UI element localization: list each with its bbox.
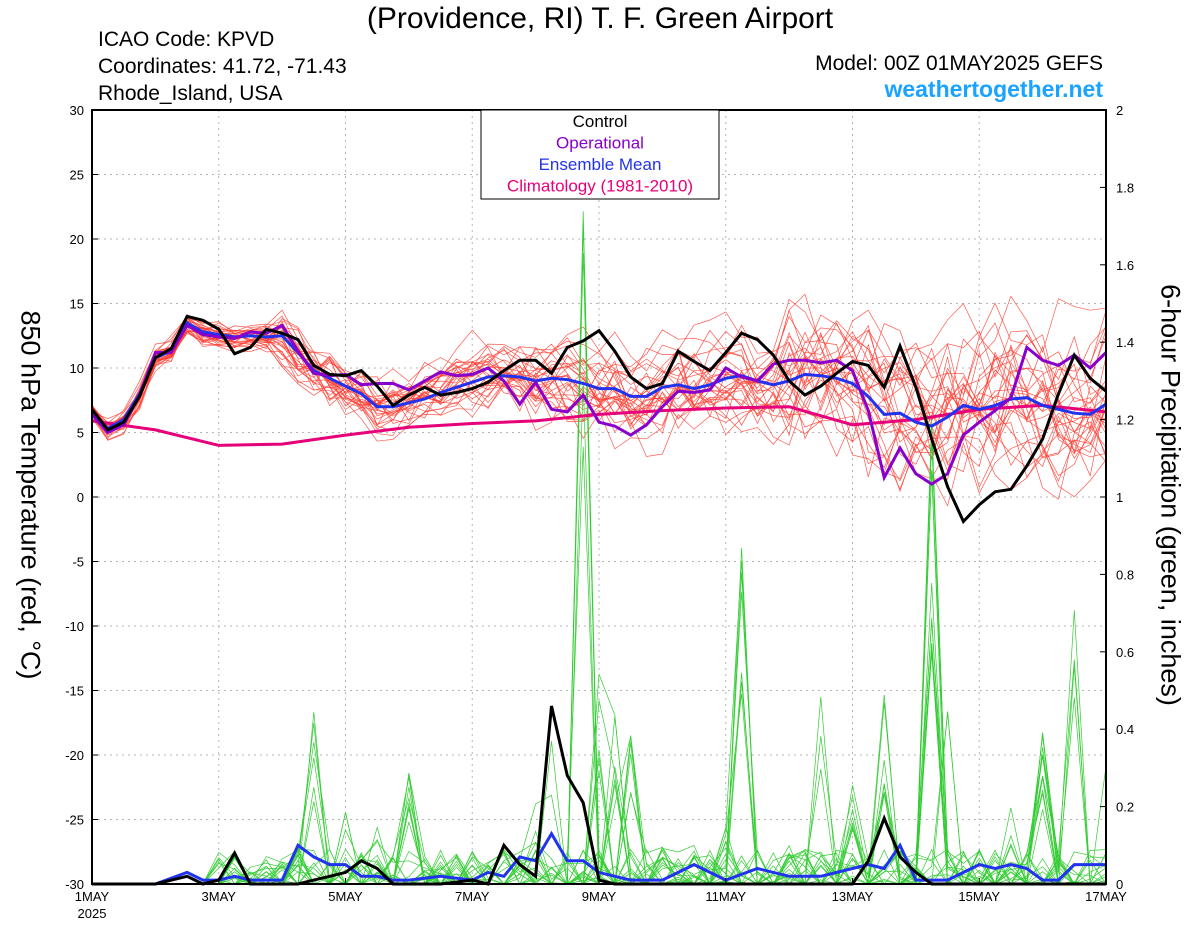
y-tick-label: -30 xyxy=(65,877,84,892)
y-tick-label: 5 xyxy=(77,426,84,441)
x-tick-label: 11MAY xyxy=(705,889,746,904)
y-tick-label: -15 xyxy=(65,684,84,699)
x-tick-sublabel: 2025 xyxy=(78,906,107,921)
region: Rhode_Island, USA xyxy=(98,82,283,105)
x-tick-label: 3MAY xyxy=(202,889,237,904)
control-precipitation-line xyxy=(92,705,1106,886)
main-series xyxy=(90,314,1108,886)
y2-tick-label: 1.6 xyxy=(1116,258,1134,273)
operational-temperature-line xyxy=(90,323,1108,486)
ensemble-member-precipitation-line xyxy=(92,672,1106,885)
y2-tick-label: 2 xyxy=(1116,103,1123,118)
model-run: Model: 00Z 01MAY2025 GEFS xyxy=(815,52,1103,75)
x-tick-label: 7MAY xyxy=(455,889,490,904)
x-tick-label: 17MAY xyxy=(1085,889,1127,904)
ensemble-member-precipitation-line xyxy=(92,582,1107,886)
icao-code: ICAO Code: KPVD xyxy=(98,28,275,51)
ensemble-member-temperature-line xyxy=(91,310,1107,423)
legend-box xyxy=(480,109,720,200)
y-tick-label: 25 xyxy=(70,168,84,183)
y2-tick-label: 1.2 xyxy=(1116,413,1134,428)
coordinates: Coordinates: 41.72, -71.43 xyxy=(98,55,347,78)
ensemble-member-temperature-line xyxy=(91,298,1107,458)
ensemble-member-temperature-line xyxy=(91,309,1107,446)
ensemble-member-temperature-line xyxy=(91,309,1107,459)
legend-item: Ensemble Mean xyxy=(539,155,662,174)
ensemble-member-precipitation-line xyxy=(92,591,1106,885)
x-tick-label: 9MAY xyxy=(582,889,617,904)
x-tick-label: 5MAY xyxy=(328,889,363,904)
ensemble-member-temperature-line xyxy=(91,329,1107,468)
site-link[interactable]: weathertogether.net xyxy=(884,76,1103,102)
y2-tick-label: 0.2 xyxy=(1116,800,1134,815)
legend-item: Climatology (1981-2010) xyxy=(507,177,693,196)
y2-tick-label: 1 xyxy=(1116,490,1123,505)
y-tick-label: 30 xyxy=(70,103,84,118)
y-tick-label: 0 xyxy=(77,490,84,505)
y2-tick-label: 0.8 xyxy=(1116,567,1134,582)
x-tick-label: 1MAY xyxy=(75,889,110,904)
y-tick-label: -10 xyxy=(65,619,84,634)
chart-title: (Providence, RI) T. F. Green Airport xyxy=(366,2,834,35)
x-tick-label: 15MAY xyxy=(958,889,1000,904)
ensemble-member-temperature-line xyxy=(91,325,1107,455)
y-tick-label: 15 xyxy=(70,297,84,312)
y-tick-label: 10 xyxy=(70,361,84,376)
legend-item: Operational xyxy=(556,134,644,153)
y-tick-label: 20 xyxy=(70,232,84,247)
ensemble-mean-precipitation-line xyxy=(92,830,1106,886)
legend: Control Operational Ensemble Mean Climatolo… xyxy=(480,109,720,200)
y2-tick-label: 0 xyxy=(1116,877,1123,892)
ensemble-member-temperature-line xyxy=(91,325,1107,468)
y2-tick-label: 0.4 xyxy=(1116,722,1134,737)
x-tick-label: 13MAY xyxy=(832,889,874,904)
control-temperature-line xyxy=(90,314,1107,525)
y2-tick-label: 1.4 xyxy=(1116,335,1134,350)
y-tick-label: -25 xyxy=(65,813,84,828)
y2-tick-label: 1.8 xyxy=(1116,180,1134,195)
y-tick-label: -20 xyxy=(65,748,84,763)
ensemble-member-temperature-line xyxy=(91,314,1107,493)
ensemble-member-precipitation-line xyxy=(92,560,1107,886)
grid xyxy=(92,110,1106,884)
legend-item: Control xyxy=(573,112,628,131)
y-tick-label: -5 xyxy=(72,555,84,570)
ensemble-member-temperature-line xyxy=(91,317,1107,507)
climatology-temperature-line xyxy=(91,403,1107,447)
y2-tick-label: 0.6 xyxy=(1116,645,1134,660)
